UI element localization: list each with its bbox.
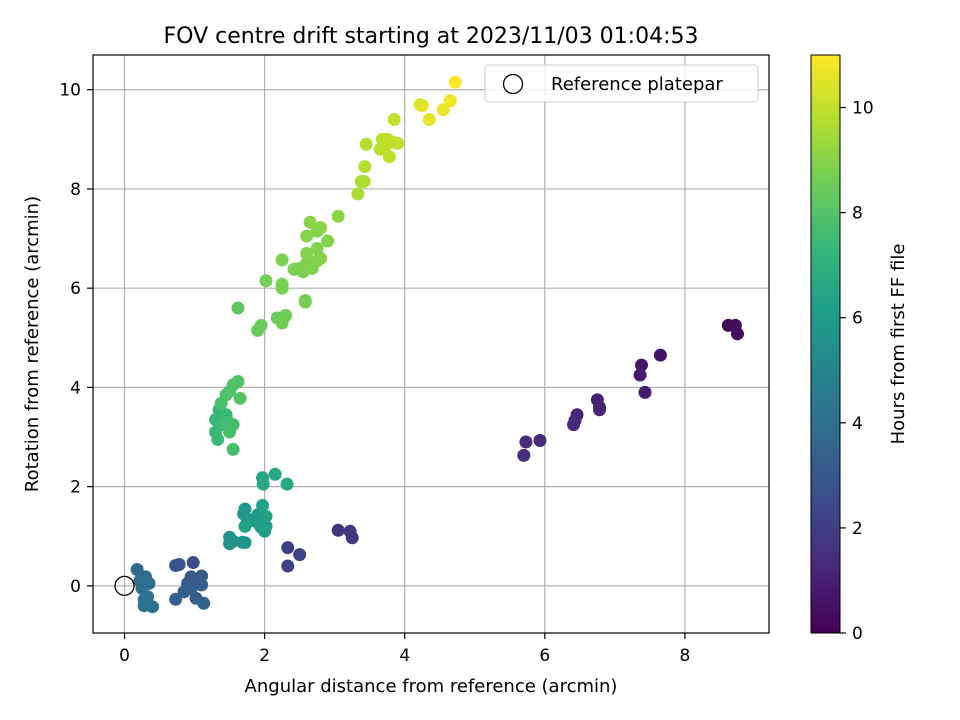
x-tick-label: 6 [539,646,550,666]
data-point [177,585,191,599]
legend-reference-marker [502,73,524,95]
x-tick-label: 8 [680,646,691,666]
colorbar-tick-label: 6 [852,309,863,329]
data-point [391,136,405,150]
data-point [259,509,273,523]
colorbar-ticks: 0 2 4 6 8 10 [840,99,874,644]
data-point [635,358,649,372]
data-point [258,524,272,538]
data-point [730,327,744,341]
data-point [314,251,328,265]
y-tick-label: 2 [70,478,81,498]
data-point [211,433,225,447]
data-point [303,215,317,229]
data-point [256,477,270,491]
data-point [300,246,314,260]
data-point [359,137,373,151]
data-point [146,600,160,614]
data-point [331,209,345,223]
data-point [268,467,282,481]
data-point [197,596,211,610]
data-point [357,175,371,189]
y-axis-ticks: 0 2 4 6 8 10 [59,81,93,597]
x-tick-label: 4 [399,646,410,666]
data-point [300,229,314,243]
data-point [231,374,245,388]
data-point [358,160,372,174]
data-point [223,425,237,439]
legend: Reference platepar [484,64,759,103]
data-point [633,368,647,382]
data-point [195,578,209,592]
x-axis-ticks: 0 2 4 6 8 [119,633,690,666]
data-point [443,94,457,108]
data-point [519,435,533,449]
legend-box [484,64,759,103]
data-points [130,75,744,614]
colorbar [810,54,841,634]
data-point [293,548,307,562]
data-point [351,187,365,201]
data-point [169,559,183,573]
data-point [436,103,450,117]
data-point [567,418,581,432]
data-point [233,391,247,405]
data-point [638,385,652,399]
plot-frame [92,54,770,634]
y-tick-label: 10 [59,81,81,101]
y-tick-label: 6 [70,279,81,299]
data-point [275,253,289,267]
x-tick-label: 2 [259,646,270,666]
grid-lines [93,55,769,633]
data-point [592,403,606,417]
data-point [345,531,359,545]
colorbar-tick-label: 8 [852,204,863,224]
y-tick-label: 4 [70,378,81,398]
x-axis-label: Angular distance from reference (arcmin) [245,676,618,697]
data-point [422,112,436,126]
data-point [448,75,462,89]
data-point [517,448,531,462]
data-point [281,559,295,573]
reference-platepar-marker [114,575,135,597]
colorbar-label: Hours from first FF file [888,244,909,445]
data-point [533,433,547,447]
colorbar-tick-label: 2 [852,519,863,539]
data-point [259,274,273,288]
colorbar-tick-label: 4 [852,414,863,434]
colorbar-tick-label: 0 [852,624,863,644]
data-point [256,498,270,512]
y-tick-label: 8 [70,180,81,200]
data-point [169,592,183,606]
data-point [387,112,401,126]
data-point [321,234,335,248]
data-point [254,318,268,332]
data-point [231,301,245,315]
data-point [310,241,324,255]
chart-title: FOV centre drift starting at 2023/11/03 … [164,24,699,49]
y-axis-label: Rotation from reference (arcmin) [22,196,43,492]
y-tick-label: 0 [70,577,81,597]
x-tick-label: 0 [119,646,130,666]
data-point [130,562,144,576]
data-point [382,150,396,164]
reference-marker [114,575,135,597]
data-point [653,348,667,362]
colorbar-tick-label: 10 [852,99,874,119]
data-point [281,541,295,555]
legend-label: Reference platepar [551,74,723,95]
data-point [275,281,289,295]
data-point [280,477,294,491]
data-point [238,519,252,533]
data-point [223,530,237,544]
data-point [186,556,200,570]
data-point [314,221,328,235]
data-point [226,442,240,456]
data-point [415,99,429,113]
data-point [298,295,312,309]
data-point [275,316,289,330]
data-point [238,536,252,550]
data-point [331,523,345,537]
